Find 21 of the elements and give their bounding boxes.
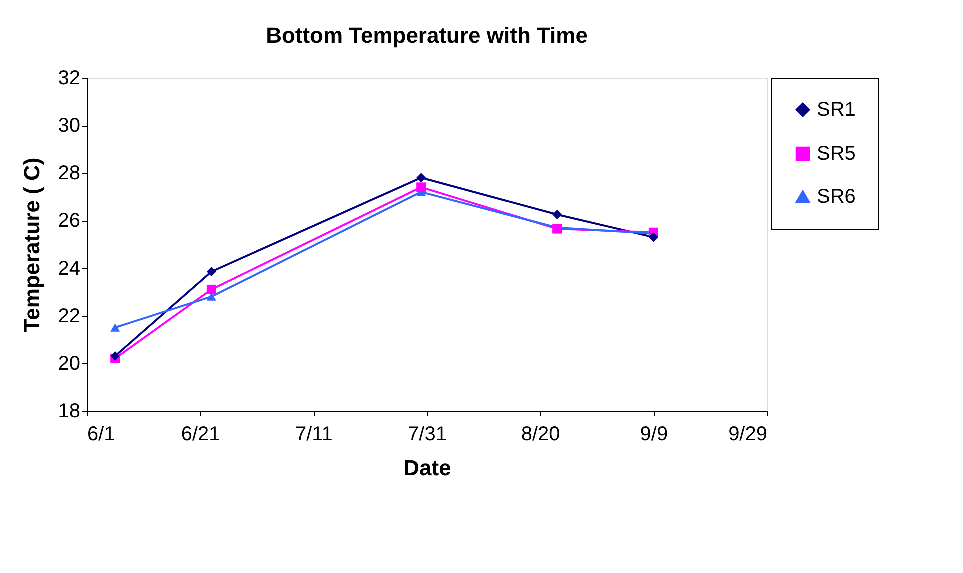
y-tick-label: 32: [58, 68, 80, 90]
y-tick-label: 28: [58, 162, 80, 185]
y-tick-label: 20: [58, 352, 80, 375]
x-tick-label: 6/21: [181, 424, 220, 446]
x-tick-label: 6/1: [88, 424, 116, 446]
x-axis-title: Date: [404, 456, 452, 480]
chart-title: Bottom Temperature with Time: [266, 23, 588, 48]
x-tick-label: 9/29: [728, 424, 768, 446]
y-tick-label: 30: [58, 115, 80, 138]
y-tick-label: 22: [58, 305, 80, 328]
y-tick-label: 18: [58, 400, 80, 422]
y-axis-title: Temperature ( C): [19, 158, 44, 332]
legend-label: SR6: [817, 186, 856, 208]
x-tick-label: 8/20: [521, 424, 560, 446]
legend-label: SR1: [817, 99, 856, 121]
x-tick-label: 7/11: [295, 424, 333, 446]
x-tick-label: 9/9: [640, 424, 668, 446]
legend-label: SR5: [817, 143, 856, 165]
y-tick-label: 26: [58, 210, 80, 232]
y-tick-label: 24: [58, 258, 80, 280]
x-tick-label: 7/31: [408, 424, 447, 446]
